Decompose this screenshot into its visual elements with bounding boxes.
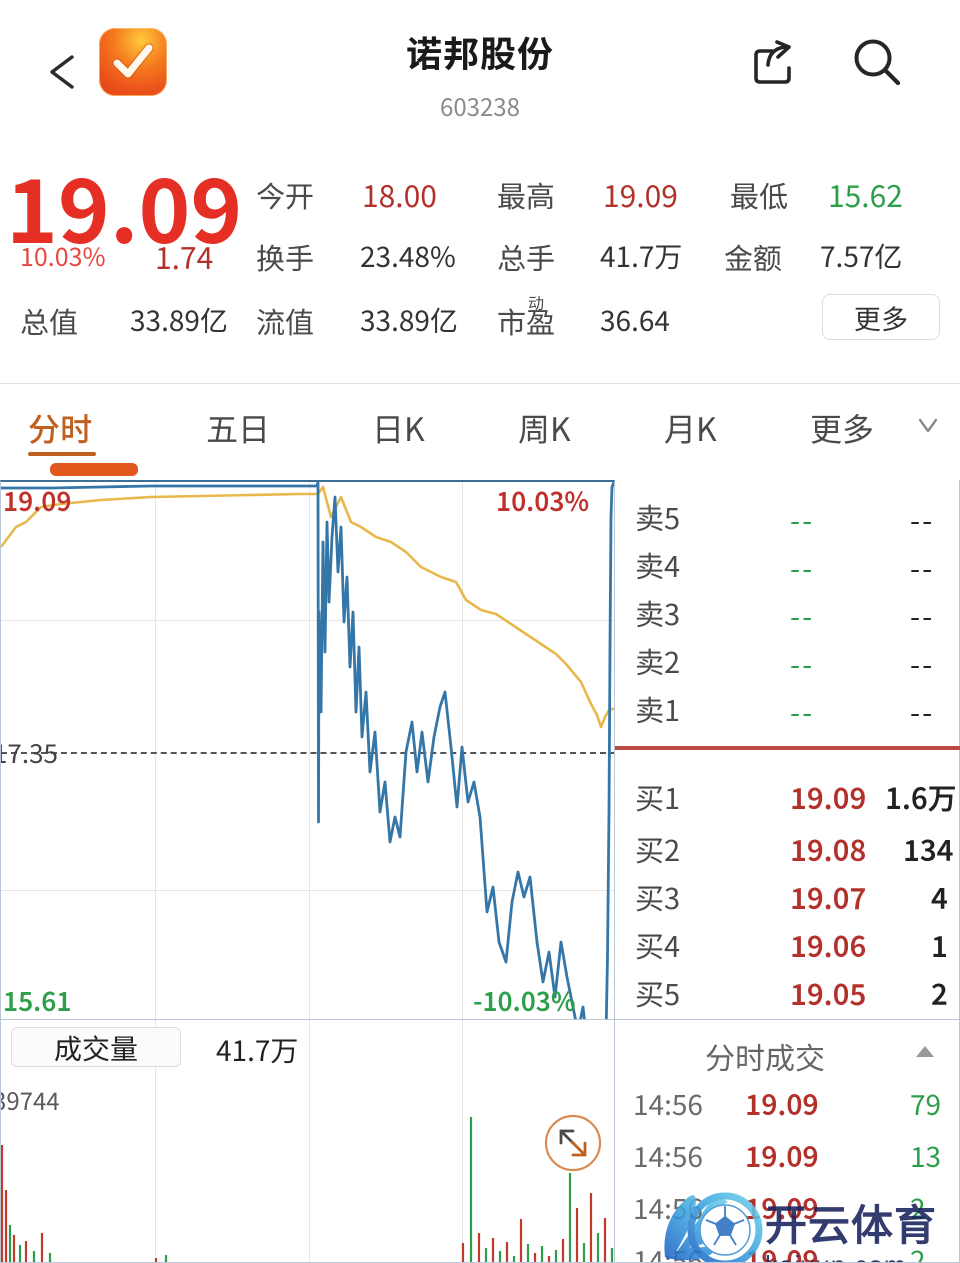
svg-text:开云体育: 开云体育: [765, 1202, 937, 1249]
svg-text:kaiyun.com: kaiyun.com: [765, 1250, 907, 1263]
